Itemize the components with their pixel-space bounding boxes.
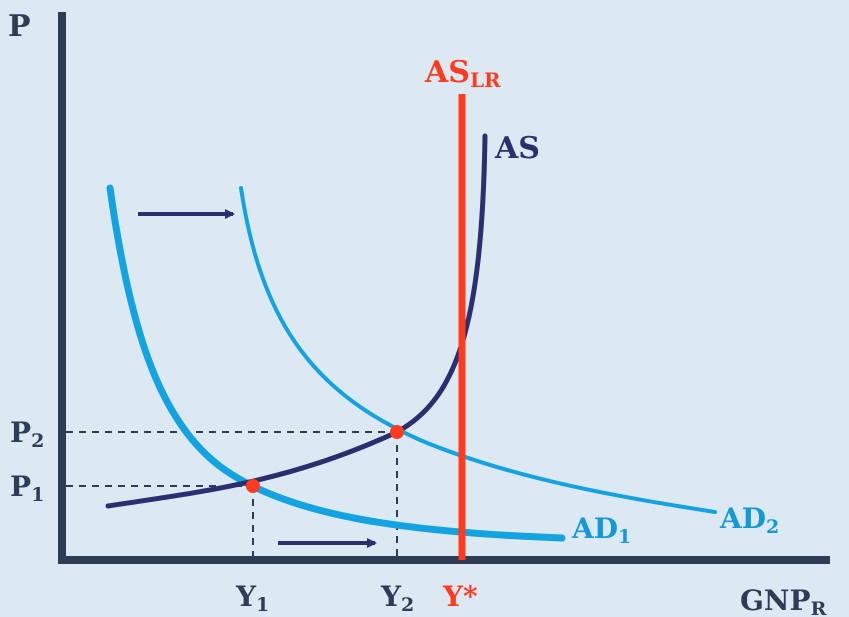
ad1-curve	[106, 184, 566, 542]
y-star-label: Y*	[442, 580, 478, 613]
p2-label: P2	[10, 416, 44, 452]
p1-label: P1	[10, 470, 44, 506]
ad2-label: AD2	[719, 502, 779, 538]
equilibrium-point-1	[246, 479, 260, 493]
x-axis-label: GNPR	[740, 584, 827, 617]
y2-label: Y2	[380, 580, 414, 616]
ad1-label: AD1	[571, 512, 631, 548]
ad2-curve	[239, 186, 717, 514]
y-axis-label: P	[8, 9, 31, 44]
as-label: AS	[494, 131, 540, 166]
equilibrium-point-2	[390, 425, 404, 439]
as-lr-label: ASLR	[424, 55, 501, 92]
as-curve	[105, 133, 488, 509]
y1-label: Y1	[235, 580, 269, 616]
